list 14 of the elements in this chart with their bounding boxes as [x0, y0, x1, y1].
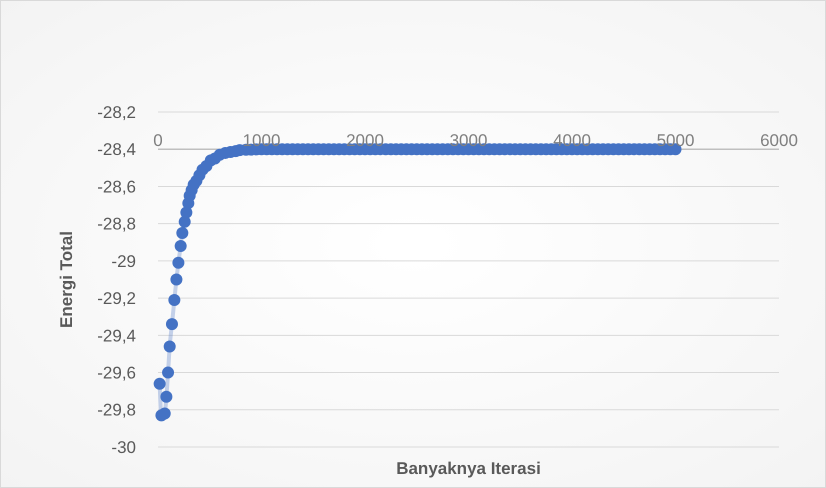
x-tick-label: 0	[153, 131, 163, 150]
y-tick-label: -29	[111, 252, 136, 271]
y-tick-label: -29,6	[97, 364, 136, 383]
y-tick-label: -28,4	[97, 140, 136, 160]
y-tick-label: -29,2	[97, 289, 136, 308]
y-tick-label: -28,2	[97, 102, 136, 122]
y-tick-label: -29,8	[97, 400, 136, 420]
y-tick-label: -29,4	[97, 326, 136, 346]
y-tick-label: -28,6	[97, 177, 136, 196]
y-tick-label: -30	[111, 438, 136, 457]
y-tick-label: -28,8	[97, 214, 136, 234]
x-tick-label: 6000	[760, 131, 798, 150]
x-axis-title: Banyaknya Iterasi	[396, 459, 541, 478]
y-axis-title: Energi Total	[57, 231, 76, 328]
